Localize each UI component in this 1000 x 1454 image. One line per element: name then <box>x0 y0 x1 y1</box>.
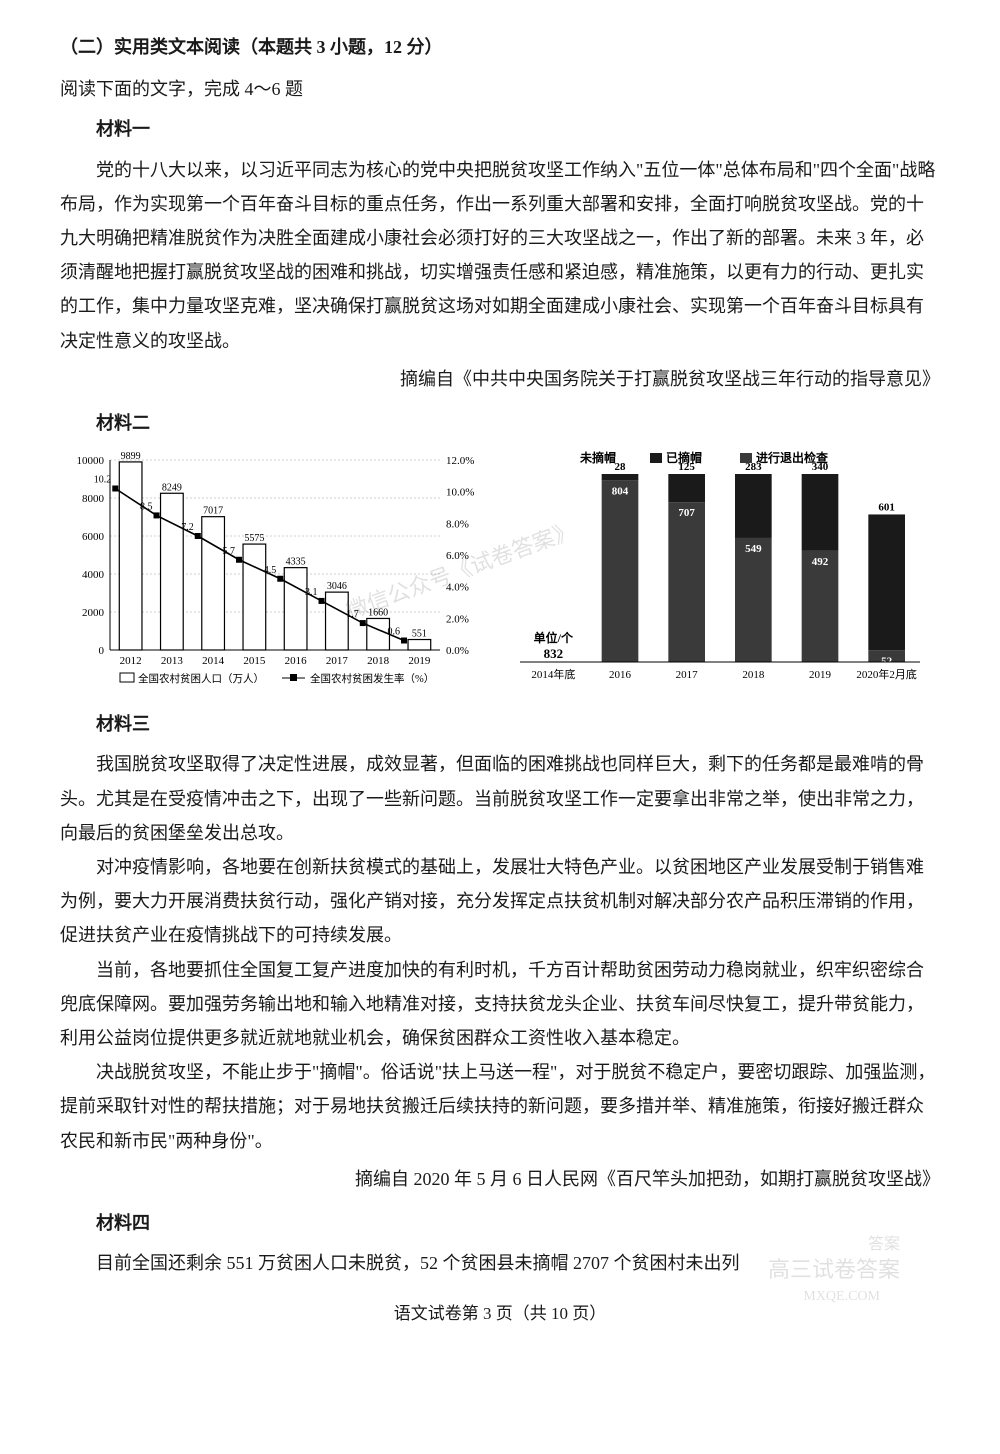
material1-label: 材料一 <box>60 112 940 146</box>
svg-text:832: 832 <box>544 646 564 661</box>
section-title: （二）实用类文本阅读（本题共 3 小题，12 分） <box>60 30 940 64</box>
svg-text:2017: 2017 <box>676 669 699 681</box>
page-footer: 语文试卷第 3 页（共 10 页） <box>60 1298 940 1330</box>
svg-text:1.7: 1.7 <box>346 609 359 620</box>
material4-p1: 目前全国还剩余 551 万贫困人口未脱贫，52 个贫困县未摘帽 2707 个贫困… <box>60 1246 940 1280</box>
svg-text:4.5: 4.5 <box>264 565 277 576</box>
svg-text:2016: 2016 <box>285 655 308 667</box>
material4-label: 材料四 <box>60 1206 940 1240</box>
svg-text:全国农村贫困发生率（%）: 全国农村贫困发生率（%） <box>310 672 434 685</box>
instructions: 阅读下面的文字，完成 4～6 题 <box>60 72 940 106</box>
material3-source: 摘编自 2020 年 5 月 6 日人民网《百尺竿头加把劲，如期打赢脱贫攻坚战》 <box>60 1162 940 1196</box>
svg-text:28: 28 <box>615 461 627 473</box>
svg-text:5.7: 5.7 <box>223 546 236 557</box>
svg-text:2018: 2018 <box>367 655 390 667</box>
material2-label: 材料二 <box>60 406 940 440</box>
material3-label: 材料三 <box>60 707 940 741</box>
svg-text:7.2: 7.2 <box>181 522 194 533</box>
svg-text:8000: 8000 <box>82 493 105 505</box>
svg-text:52: 52 <box>881 655 893 667</box>
svg-text:10.2: 10.2 <box>94 475 112 486</box>
svg-text:7017: 7017 <box>203 506 223 517</box>
svg-text:6000: 6000 <box>82 531 105 543</box>
svg-text:2015: 2015 <box>243 655 266 667</box>
svg-text:2014年底: 2014年底 <box>531 667 575 681</box>
svg-text:1660: 1660 <box>368 608 388 619</box>
svg-text:2013: 2013 <box>161 655 184 667</box>
svg-text:0.0%: 0.0% <box>446 645 469 657</box>
svg-text:2012: 2012 <box>120 655 142 667</box>
svg-text:未摘帽: 未摘帽 <box>579 450 616 465</box>
svg-text:3046: 3046 <box>327 581 347 592</box>
svg-text:551: 551 <box>412 629 427 640</box>
svg-text:8.5: 8.5 <box>140 501 153 512</box>
svg-text:601: 601 <box>878 502 895 514</box>
svg-text:5575: 5575 <box>244 533 264 544</box>
svg-text:2018: 2018 <box>742 669 765 681</box>
material3-p4: 决战脱贫攻坚，不能止步于"摘帽"。俗话说"扶上马送一程"，对于脱贫不稳定户，要密… <box>60 1055 940 1158</box>
svg-text:2017: 2017 <box>326 655 349 667</box>
material1-body: 党的十八大以来，以习近平同志为核心的党中央把脱贫攻坚工作纳入"五位一体"总体布局… <box>60 153 940 358</box>
svg-text:8249: 8249 <box>162 482 182 493</box>
svg-text:2000: 2000 <box>82 607 105 619</box>
svg-text:单位/个: 单位/个 <box>534 630 574 645</box>
svg-text:2014: 2014 <box>202 655 225 667</box>
left-chart-svg: 0 2000 4000 6000 8000 10000 0.0% 2.0% 4.0% 6.0% 8.… <box>60 450 490 690</box>
charts-container: 0 2000 4000 6000 8000 10000 0.0% 2.0% 4.0% 6.0% 8.… <box>60 450 940 701</box>
svg-text:12.0%: 12.0% <box>446 455 474 467</box>
material3-p3: 当前，各地要抓住全国复工复产进度加快的有利时机，千方百计帮助贫困劳动力稳岗就业，… <box>60 953 940 1056</box>
svg-text:全国农村贫困人口（万人）: 全国农村贫困人口（万人） <box>138 672 264 685</box>
svg-text:0.6: 0.6 <box>388 627 401 638</box>
svg-text:492: 492 <box>812 556 829 568</box>
svg-text:0: 0 <box>99 645 105 657</box>
svg-text:9899: 9899 <box>121 451 141 462</box>
svg-text:4.0%: 4.0% <box>446 582 469 594</box>
svg-text:2019: 2019 <box>809 669 832 681</box>
svg-text:4335: 4335 <box>286 557 306 568</box>
svg-text:804: 804 <box>612 485 629 497</box>
right-chart-svg: 未摘帽已摘帽进行退出检查单位/个832288041257072835493404… <box>510 450 930 690</box>
material3-p1: 我国脱贫攻坚取得了决定性进展，成效显著，但面临的困难挑战也同样巨大，剩下的任务都… <box>60 747 940 850</box>
svg-text:6.0%: 6.0% <box>446 550 469 562</box>
material3-p2: 对冲疫情影响，各地要在创新扶贫模式的基础上，发展壮大特色产业。以贫困地区产业发展… <box>60 850 940 953</box>
svg-text:10000: 10000 <box>77 455 105 467</box>
right-chart: 未摘帽已摘帽进行退出检查单位/个832288041257072835493404… <box>510 450 930 701</box>
svg-text:707: 707 <box>678 507 695 519</box>
svg-text:283: 283 <box>745 461 762 473</box>
svg-text:10.0%: 10.0% <box>446 487 474 499</box>
svg-text:340: 340 <box>812 461 829 473</box>
material1-source: 摘编自《中共中央国务院关于打赢脱贫攻坚战三年行动的指导意见》 <box>60 362 940 396</box>
svg-text:2.0%: 2.0% <box>446 613 469 625</box>
svg-text:8.0%: 8.0% <box>446 518 469 530</box>
left-chart: 0 2000 4000 6000 8000 10000 0.0% 2.0% 4.0% 6.0% 8.… <box>60 450 490 701</box>
svg-text:549: 549 <box>745 543 762 555</box>
svg-text:125: 125 <box>678 461 695 473</box>
svg-text:4000: 4000 <box>82 569 105 581</box>
svg-text:2016: 2016 <box>609 669 632 681</box>
svg-text:3.1: 3.1 <box>305 587 318 598</box>
svg-text:2019: 2019 <box>408 655 431 667</box>
svg-text:2020年2月底: 2020年2月底 <box>856 667 917 681</box>
